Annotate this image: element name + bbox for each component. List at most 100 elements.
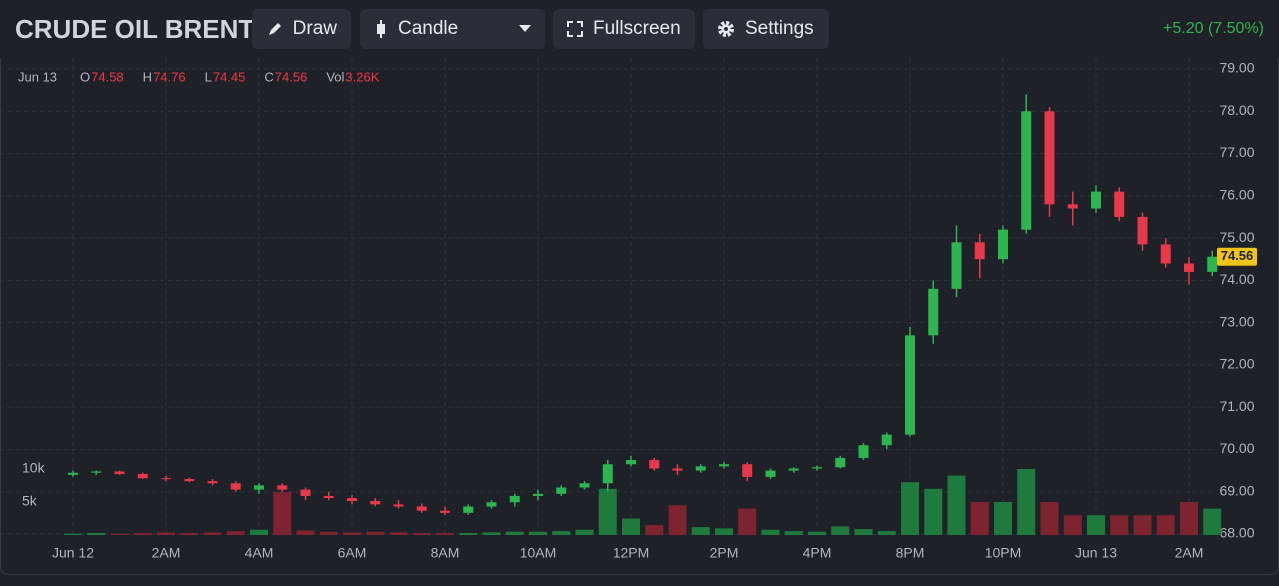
candle-body bbox=[347, 498, 357, 502]
button-label: Candle bbox=[398, 18, 459, 39]
candle-body bbox=[1044, 111, 1055, 205]
volume-bar bbox=[784, 531, 803, 535]
last-price-label: 74.56 bbox=[1221, 248, 1254, 263]
volume-bar bbox=[808, 531, 826, 535]
volume-bar bbox=[110, 533, 129, 535]
y-tick-label: 75.00 bbox=[1219, 229, 1254, 245]
price-change: +5.20 (7.50%) bbox=[1163, 20, 1264, 37]
legend-key: H bbox=[143, 69, 152, 84]
candle-body bbox=[1091, 191, 1101, 209]
volume-bar bbox=[203, 532, 222, 535]
volume-bar bbox=[575, 529, 594, 535]
candle-body bbox=[974, 242, 985, 260]
candle-body bbox=[1114, 191, 1125, 217]
pen-icon bbox=[269, 23, 281, 35]
candle-body bbox=[1067, 204, 1078, 209]
candle-body bbox=[858, 445, 869, 458]
candle-body bbox=[556, 487, 567, 494]
candle-body bbox=[416, 506, 427, 511]
x-tick-label: 2AM bbox=[1175, 545, 1204, 561]
candle-body bbox=[370, 501, 381, 505]
candle-body bbox=[719, 464, 729, 467]
volume-bar bbox=[738, 508, 757, 535]
draw-button[interactable]: Draw bbox=[252, 9, 351, 49]
volume-bar bbox=[319, 531, 338, 535]
volume-bar bbox=[761, 529, 780, 535]
volume-bar bbox=[691, 527, 710, 535]
volume-bar bbox=[1156, 515, 1175, 535]
caret-icon bbox=[519, 25, 531, 32]
volume-bar bbox=[250, 529, 268, 535]
y-tick-label: 69.00 bbox=[1219, 482, 1254, 498]
fullscreen-button[interactable]: Fullscreen bbox=[553, 9, 695, 49]
candle-body bbox=[91, 471, 102, 473]
candle-body bbox=[672, 468, 683, 471]
candle-body bbox=[742, 464, 753, 477]
y-tick-label: 70.00 bbox=[1219, 440, 1254, 456]
chart: Jun 13 O 74.58 H 74.76 L 74.45 C 74.56 Vol 3.26K68… bbox=[0, 58, 1257, 561]
candle-body bbox=[649, 460, 660, 469]
y-tick-label: 68.00 bbox=[1219, 525, 1254, 541]
fullscreen-icon bbox=[567, 21, 583, 37]
candle-body bbox=[812, 467, 822, 469]
legend-value: 3.26K bbox=[345, 69, 379, 84]
volume-bar bbox=[529, 531, 547, 535]
volume-bar bbox=[1133, 515, 1152, 535]
y-tick-label: 78.00 bbox=[1219, 102, 1254, 118]
volume-bar bbox=[1180, 502, 1198, 535]
last-price-tag bbox=[1217, 247, 1257, 266]
volume-bar bbox=[854, 529, 873, 535]
volume-bar bbox=[1017, 469, 1036, 535]
legend-value: 74.45 bbox=[213, 69, 246, 84]
volume-tick-label: 10k bbox=[22, 460, 46, 476]
candle-icon bbox=[377, 20, 385, 38]
volume-bar bbox=[1087, 515, 1105, 535]
legend-date: Jun 13 bbox=[18, 69, 57, 84]
x-tick-label: 10AM bbox=[520, 545, 557, 561]
x-tick-label: 2AM bbox=[152, 545, 181, 561]
volume-bar bbox=[622, 518, 640, 535]
settings-button[interactable]: Settings bbox=[703, 9, 829, 49]
volume-bar bbox=[412, 533, 431, 535]
candle-body bbox=[509, 495, 520, 503]
volume-bar bbox=[924, 488, 943, 535]
candle-body bbox=[114, 471, 125, 474]
chart-type-dropdown[interactable]: Candle bbox=[360, 9, 545, 49]
x-tick-label: 12PM bbox=[613, 545, 650, 561]
candle-body bbox=[393, 504, 404, 507]
volume-bar bbox=[389, 532, 408, 535]
candle-body bbox=[440, 510, 450, 513]
candle-body bbox=[207, 481, 218, 484]
volume-bar bbox=[1203, 508, 1222, 535]
candle-body bbox=[1207, 256, 1218, 272]
volume-bar bbox=[552, 531, 571, 535]
volume-bar bbox=[226, 531, 245, 535]
legend-key: C bbox=[264, 69, 273, 84]
candle-body bbox=[184, 479, 195, 482]
y-tick-label: 73.00 bbox=[1219, 313, 1254, 329]
candle-body bbox=[695, 466, 706, 471]
candle-body bbox=[68, 472, 78, 475]
volume-bar bbox=[64, 533, 82, 535]
candle-body bbox=[323, 495, 334, 499]
candle-body bbox=[579, 483, 590, 488]
volume-bar bbox=[505, 531, 524, 535]
x-tick-label: 8AM bbox=[431, 545, 460, 561]
volume-bar bbox=[482, 532, 501, 535]
legend-key: L bbox=[205, 69, 212, 84]
x-tick-label: 6AM bbox=[338, 545, 367, 561]
candle-body bbox=[230, 483, 241, 490]
button-label: Fullscreen bbox=[593, 18, 681, 39]
volume-bar bbox=[436, 533, 454, 535]
volume-bar bbox=[1063, 515, 1082, 535]
y-tick-label: 72.00 bbox=[1219, 356, 1254, 372]
symbol: CRUDE OIL BRENT bbox=[15, 14, 255, 44]
candle-body bbox=[881, 434, 892, 446]
candle-body bbox=[788, 468, 799, 471]
candle-body bbox=[1021, 111, 1032, 230]
candle-body bbox=[254, 485, 264, 490]
candle-body bbox=[1184, 263, 1194, 272]
volume-bar bbox=[133, 533, 152, 535]
candle-body bbox=[277, 485, 288, 490]
